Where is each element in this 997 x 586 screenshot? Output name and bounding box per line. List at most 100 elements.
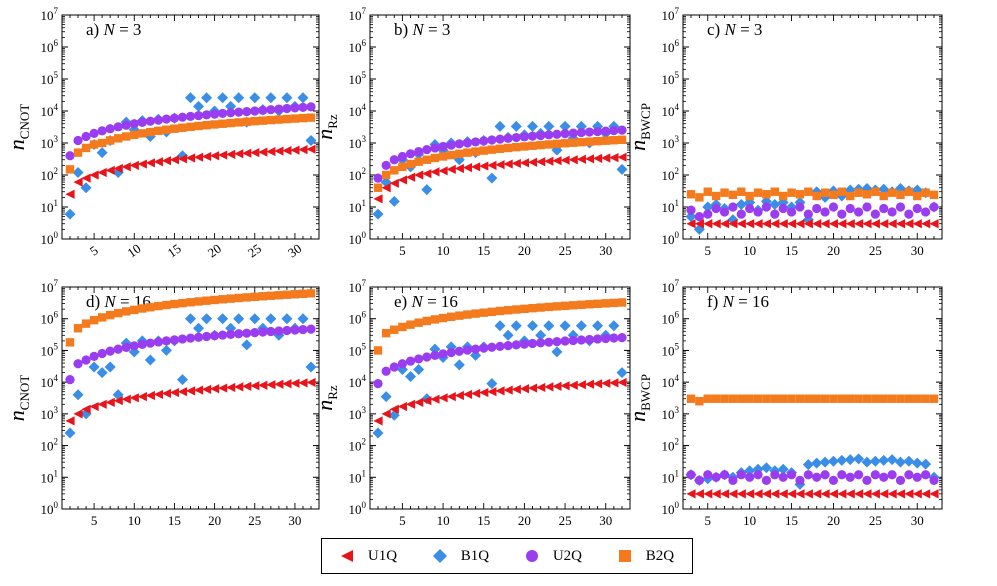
data-point-b2q [282,114,292,124]
data-point-u1q [389,178,399,188]
data-point-u1q [193,385,204,395]
data-point-b1q [836,454,848,466]
data-point-u2q [177,112,188,122]
data-point-u2q [414,354,424,364]
data-point-u2q [686,205,696,215]
series-b2q [65,289,316,347]
data-point-u2q [576,335,586,345]
data-point-b1q [305,134,317,146]
data-point-b2q [536,140,545,150]
data-point-b2q [298,113,308,123]
data-point-b2q [879,394,888,403]
data-point-u1q [828,219,839,229]
data-point-u1q [786,489,797,499]
data-point-u1q [81,404,91,414]
data-point-b1q [502,329,514,341]
panel-title: e) N = 16 [394,292,458,311]
data-point-u2q [837,470,847,480]
y-tick-exponent: 5 [675,341,680,351]
data-point-u2q [306,102,316,112]
data-point-b2q [381,328,391,338]
y-tick-exponent: 3 [362,134,367,144]
data-point-u1q [728,489,738,499]
data-point-b1q [185,313,196,325]
x-tick-label: 30 [285,241,304,261]
x-tick-label: 5 [705,513,712,528]
data-point-b1q [96,147,108,159]
data-point-u2q [210,109,220,119]
data-point-b2q [495,306,505,316]
data-point-b2q [770,394,779,403]
data-point-u2q [862,475,872,485]
y-axis-label-sub: BWCP [638,374,653,411]
data-point-b1q [769,198,781,210]
x-tick-label: 5 [87,243,101,259]
y-tick-exponent: 3 [362,405,367,415]
x-tick-label: 5 [399,243,406,258]
y-tick-label: 103 [662,134,680,151]
data-point-u2q [703,209,713,219]
data-point-b2q [686,394,696,403]
data-point-b1q [217,313,229,325]
data-point-u2q [929,202,939,212]
data-point-b2q [381,170,391,180]
x-tick-label: 15 [785,243,798,258]
data-point-u2q [218,108,228,119]
legend: U1Q B1Q U2Q B2Q [321,538,693,574]
y-tick-label: 106 [41,38,59,55]
data-point-b2q [479,308,488,317]
data-point-b2q [846,191,855,201]
data-point-u1q [904,489,914,499]
data-point-b2q [536,303,545,312]
data-point-b2q [438,152,448,161]
data-point-u2q [761,475,772,485]
data-point-b2q [81,143,91,153]
y-tick-label: 102 [41,166,59,183]
data-point-u1q [837,489,847,499]
data-point-u2q [405,149,416,159]
data-point-b1q [551,346,563,358]
data-point-u2q [161,336,171,346]
circle-icon [525,550,538,562]
data-point-u2q [568,128,578,138]
x-tick-label: 10 [128,513,141,528]
data-point-b2q [242,117,251,126]
y-tick-exponent: 0 [54,500,59,510]
y-tick-exponent: 7 [54,6,59,16]
data-point-b1q [193,100,205,112]
data-point-u2q [812,472,822,482]
data-point-b2q [105,136,115,145]
data-point-u2q [113,344,123,354]
y-axis-label: nCNOT [4,375,32,421]
data-point-u1q [129,393,139,403]
data-point-b2q [455,311,464,320]
data-point-u1q [422,396,432,406]
data-point-u1q [137,159,147,169]
y-tick-exponent: 5 [54,70,59,80]
data-point-b2q [512,142,521,152]
data-point-u1q [185,386,196,396]
data-point-u1q [761,219,772,229]
y-tick-label: 100 [662,230,680,247]
y-tick-exponent: 2 [675,166,680,176]
data-point-b2q [290,114,300,123]
panel-variable: N [410,292,427,311]
y-tick-label: 101 [41,468,59,485]
data-point-u1q [812,489,822,499]
data-point-u1q [803,489,813,499]
data-point-u2q [495,341,505,351]
data-point-b2q [105,310,115,320]
panel-variable: N [103,292,120,311]
data-point-u1q [495,160,505,170]
data-point-u2q [201,110,212,120]
data-point-u1q [193,152,204,162]
data-point-u1q [430,394,440,404]
data-point-u2q [904,209,914,219]
data-point-b2q [921,394,930,403]
data-point-b2q [122,132,131,141]
legend-label: B2Q [645,547,675,564]
data-point-b1q [64,208,76,220]
data-point-u2q [487,342,497,352]
data-point-b2q [913,191,922,201]
